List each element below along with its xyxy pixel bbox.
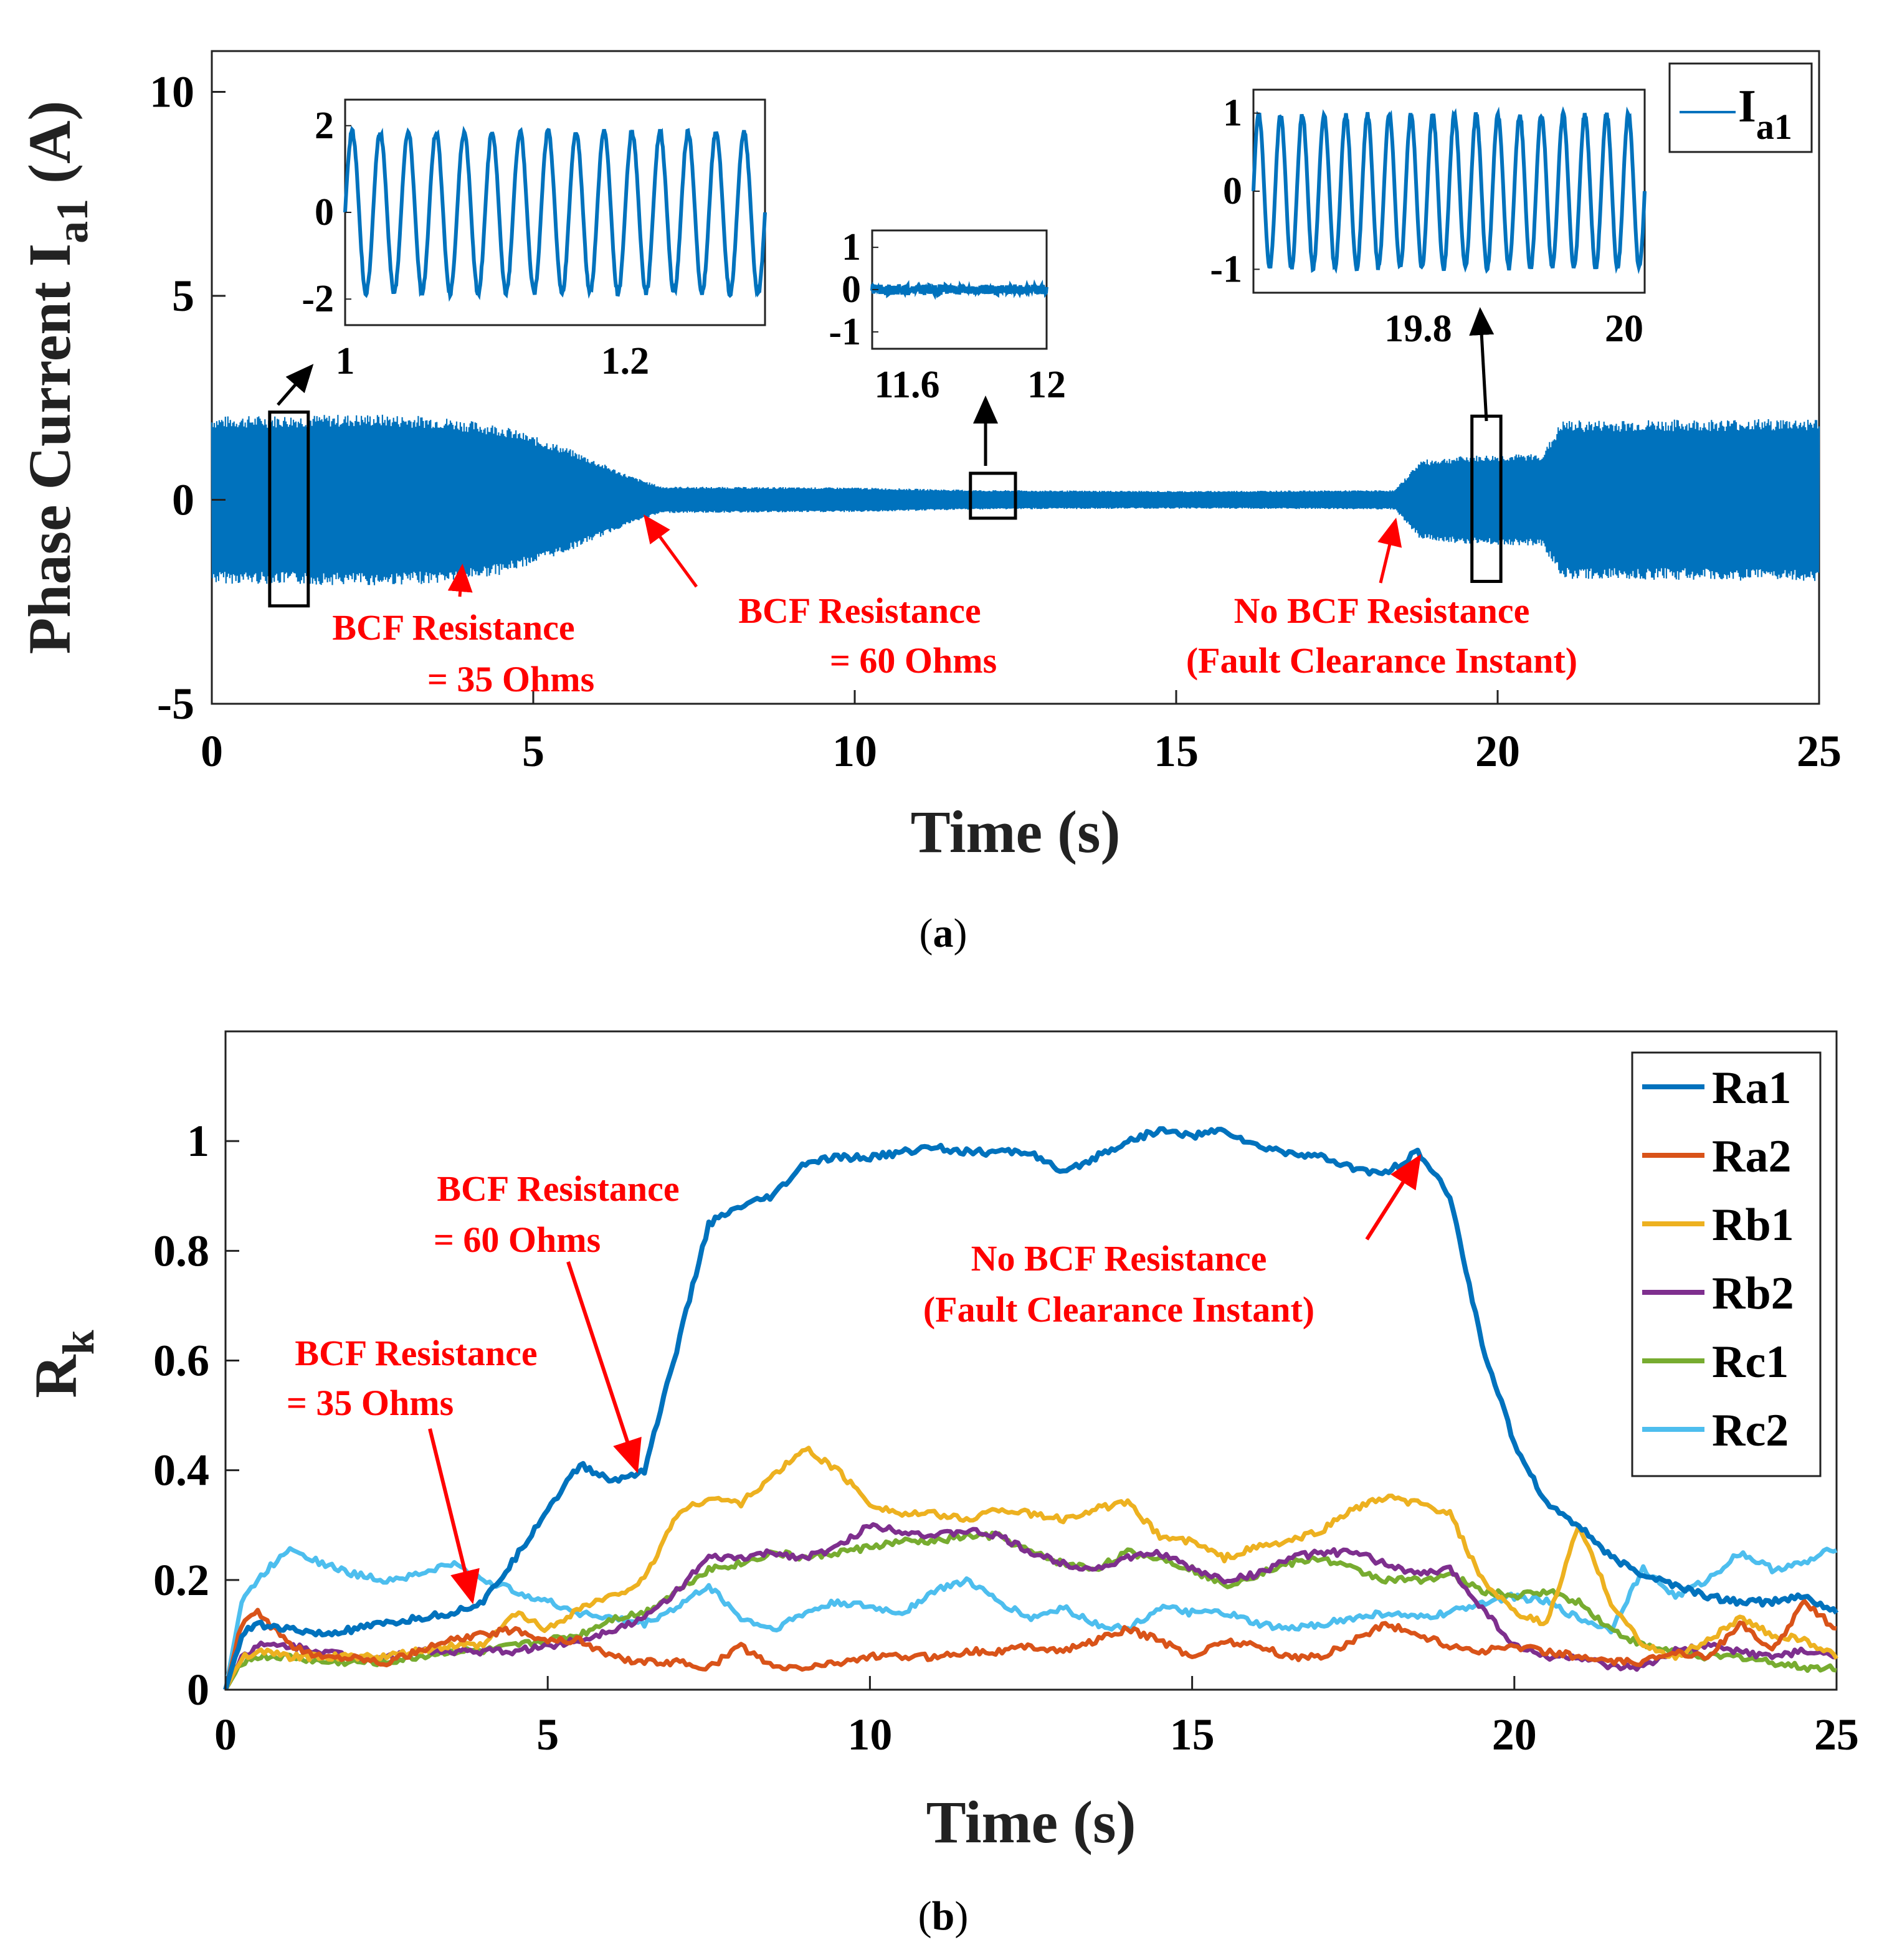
- panel-b-xtick-label: 25: [1814, 1710, 1859, 1759]
- panel-a-annotation-35: BCF Resistance = 35 Ohms: [332, 564, 594, 699]
- panel-b-xtick-label: 10: [847, 1710, 892, 1759]
- inset-3-xtick: 20: [1605, 308, 1643, 350]
- panel-b-annotation-60-line1: BCF Resistance: [437, 1168, 679, 1209]
- panel-a-xtick-label: 0: [201, 726, 223, 776]
- series-ra2-line: [223, 1598, 1837, 1690]
- panel-b-ytick-label: 0.6: [153, 1336, 209, 1386]
- panel-a-xtick-label: 10: [832, 726, 877, 776]
- panel-b-legend: Ra1 Ra2 Rb1 Rb2 Rc1 Rc2: [1631, 1051, 1822, 1477]
- panel-b-annotation-35-line1: BCF Resistance: [295, 1333, 537, 1373]
- panel-a-xtick-label: 5: [522, 726, 544, 776]
- panel-b-xtick-label: 15: [1170, 1710, 1215, 1759]
- inset-2-xtick: 11.6: [874, 364, 939, 406]
- panel-a-xtick-label: 20: [1475, 726, 1520, 776]
- panel-a-ytick-label: 5: [172, 271, 194, 321]
- panel-a-ytick-label: 0: [172, 475, 194, 525]
- series-ra1-line: [223, 1126, 1839, 1691]
- panel-b-caption: (b): [918, 1893, 969, 1939]
- inset-3-ytick: 0: [1223, 170, 1242, 212]
- panel-a-annotation-clear: No BCF Resistance (Fault Clearance Insta…: [1186, 518, 1577, 681]
- legend-label-rc2: Rc2: [1712, 1405, 1789, 1456]
- panel-a-caption: (a): [920, 911, 967, 956]
- panel-b-annotation-60-line2: = 60 Ohms: [434, 1219, 601, 1260]
- legend-label-ra1: Ra1: [1712, 1063, 1791, 1114]
- inset-2-ytick: 0: [842, 268, 861, 311]
- panel-a-annotation-60: BCF Resistance = 60 Ohms: [644, 514, 997, 681]
- panel-a-annotation-clear-arrow: [1377, 518, 1402, 584]
- panel-a-legend: Ia1: [1668, 62, 1813, 153]
- panel-b-annotation-clear-line1: No BCF Resistance: [971, 1238, 1267, 1279]
- panel-a-ytick-label: 10: [150, 67, 194, 117]
- panel-a-annotation-35-arrow: [447, 564, 473, 597]
- inset-1-ytick: -2: [302, 278, 334, 320]
- inset-3-signal: [1252, 106, 1647, 275]
- panel-b-xlabel: Time (s): [926, 1789, 1136, 1855]
- panel-b-lines: [223, 1126, 1839, 1691]
- panel-a-annotation-60-line2: = 60 Ohms: [830, 640, 997, 681]
- panel-a-legend-box: [1668, 62, 1813, 153]
- panel-b-xtick-label: 20: [1492, 1710, 1537, 1759]
- panel-b-xtick-label: 0: [214, 1710, 237, 1759]
- panel-b-annotation-clear: No BCF Resistance (Fault Clearance Insta…: [923, 1153, 1422, 1330]
- panel-b-ytick-label: 0.8: [153, 1226, 209, 1276]
- panel-b-annotation-35: BCF Resistance = 35 Ohms: [287, 1333, 538, 1604]
- panel-a-xlabel: Time (s): [911, 798, 1121, 865]
- panel-a-annotation-clear-line1: No BCF Resistance: [1234, 590, 1530, 631]
- panel-b-annotation-60-arrow: [566, 1261, 642, 1474]
- panel-a-annotation-35-line1: BCF Resistance: [332, 607, 574, 648]
- panel-b-ticks: 0 5 10 15 20 25 0 0.2 0.4 0.6 0.8 1: [153, 1116, 1859, 1759]
- inset-2-signal: [870, 279, 1048, 300]
- panel-b-annotation-clear-arrow: [1365, 1153, 1422, 1241]
- panel-b-ytick-label: 0: [187, 1665, 209, 1715]
- inset-2-ytick: 1: [842, 226, 861, 268]
- panel-b: 0 5 10 15 20 25 0 0.2 0.4 0.6 0.8 1 Rk Time (s) (b)…: [22, 1030, 1859, 1939]
- series-rb2-line: [223, 1522, 1837, 1691]
- panel-b-ytick-label: 1: [187, 1116, 209, 1166]
- inset-2-ytick: -1: [829, 311, 861, 353]
- legend-label-rc1: Rc1: [1712, 1337, 1789, 1388]
- panel-b-plot-area: [224, 1030, 1838, 1691]
- panel-b-legend-box: [1631, 1051, 1822, 1477]
- panel-b-annotation-clear-line2: (Fault Clearance Instant): [923, 1289, 1314, 1330]
- panel-b-ytick-label: 0.4: [153, 1446, 209, 1495]
- inset-1-zoom-box: [268, 410, 310, 608]
- inset-1-ytick: 2: [315, 105, 334, 147]
- panel-b-ytick-label: 0.2: [153, 1555, 209, 1605]
- inset-2: -101 11.6 12: [829, 226, 1066, 520]
- inset-1-arrow: [277, 364, 314, 406]
- inset-3: -1 0 1 19.8 20: [1210, 88, 1647, 583]
- panel-a-ytick-label: -5: [157, 679, 194, 729]
- panel-a-annotation-60-line1: BCF Resistance: [738, 590, 981, 631]
- panel-a-legend-label: Ia1: [1738, 81, 1792, 147]
- legend-label-rb2: Rb2: [1712, 1268, 1794, 1319]
- inset-2-xtick: 12: [1027, 364, 1066, 406]
- inset-3-ytick: 1: [1223, 92, 1242, 135]
- panel-a-annotation-35-line2: = 35 Ohms: [427, 659, 594, 699]
- panel-b-xtick-label: 5: [536, 1710, 559, 1759]
- inset-1-ytick: 0: [315, 191, 334, 234]
- panel-a-ylabel: Phase Current Ia1 (A): [16, 101, 97, 655]
- panel-b-annotation-35-line2: = 35 Ohms: [287, 1383, 454, 1423]
- panel-a-annotation-60-arrow: [644, 514, 698, 588]
- legend-label-rb1: Rb1: [1712, 1200, 1794, 1251]
- panel-b-ylabel: Rk: [22, 1330, 103, 1398]
- inset-1-signal: [343, 125, 767, 302]
- inset-3-arrow: [1469, 307, 1495, 422]
- inset-3-xtick: 19.8: [1384, 308, 1452, 350]
- inset-1-xtick: 1.2: [601, 340, 650, 382]
- panel-a-xtick-label: 25: [1797, 726, 1842, 776]
- panel-b-annotation-35-arrow: [428, 1428, 480, 1604]
- panel-b-annotation-60: BCF Resistance = 60 Ohms: [434, 1168, 680, 1474]
- inset-1-xtick: 1: [336, 340, 355, 382]
- panel-a-xtick-label: 15: [1154, 726, 1199, 776]
- panel-a-annotation-clear-line2: (Fault Clearance Instant): [1186, 640, 1577, 681]
- inset-2-zoom-box: [969, 471, 1017, 520]
- inset-3-ytick: -1: [1210, 248, 1242, 290]
- legend-label-ra2: Ra2: [1712, 1131, 1791, 1182]
- inset-1: -2 0 2 1 1.2: [268, 98, 767, 608]
